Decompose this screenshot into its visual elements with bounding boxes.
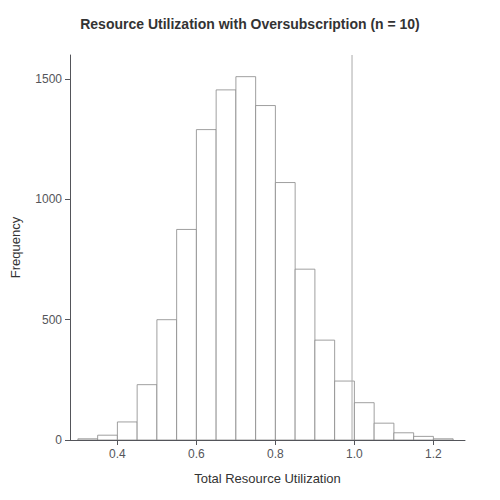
- svg-text:0.8: 0.8: [267, 447, 284, 461]
- svg-text:0: 0: [55, 433, 62, 447]
- svg-text:1500: 1500: [35, 72, 62, 86]
- svg-text:0.4: 0.4: [109, 447, 126, 461]
- svg-text:1.2: 1.2: [425, 447, 442, 461]
- svg-text:Frequency: Frequency: [8, 216, 23, 278]
- svg-text:Total Resource Utilization: Total Resource Utilization: [194, 471, 341, 486]
- svg-text:0.6: 0.6: [188, 447, 205, 461]
- svg-text:1.0: 1.0: [346, 447, 363, 461]
- svg-text:Resource Utilization with Over: Resource Utilization with Oversubscripti…: [80, 16, 420, 32]
- svg-text:500: 500: [42, 313, 62, 327]
- svg-text:1000: 1000: [35, 192, 62, 206]
